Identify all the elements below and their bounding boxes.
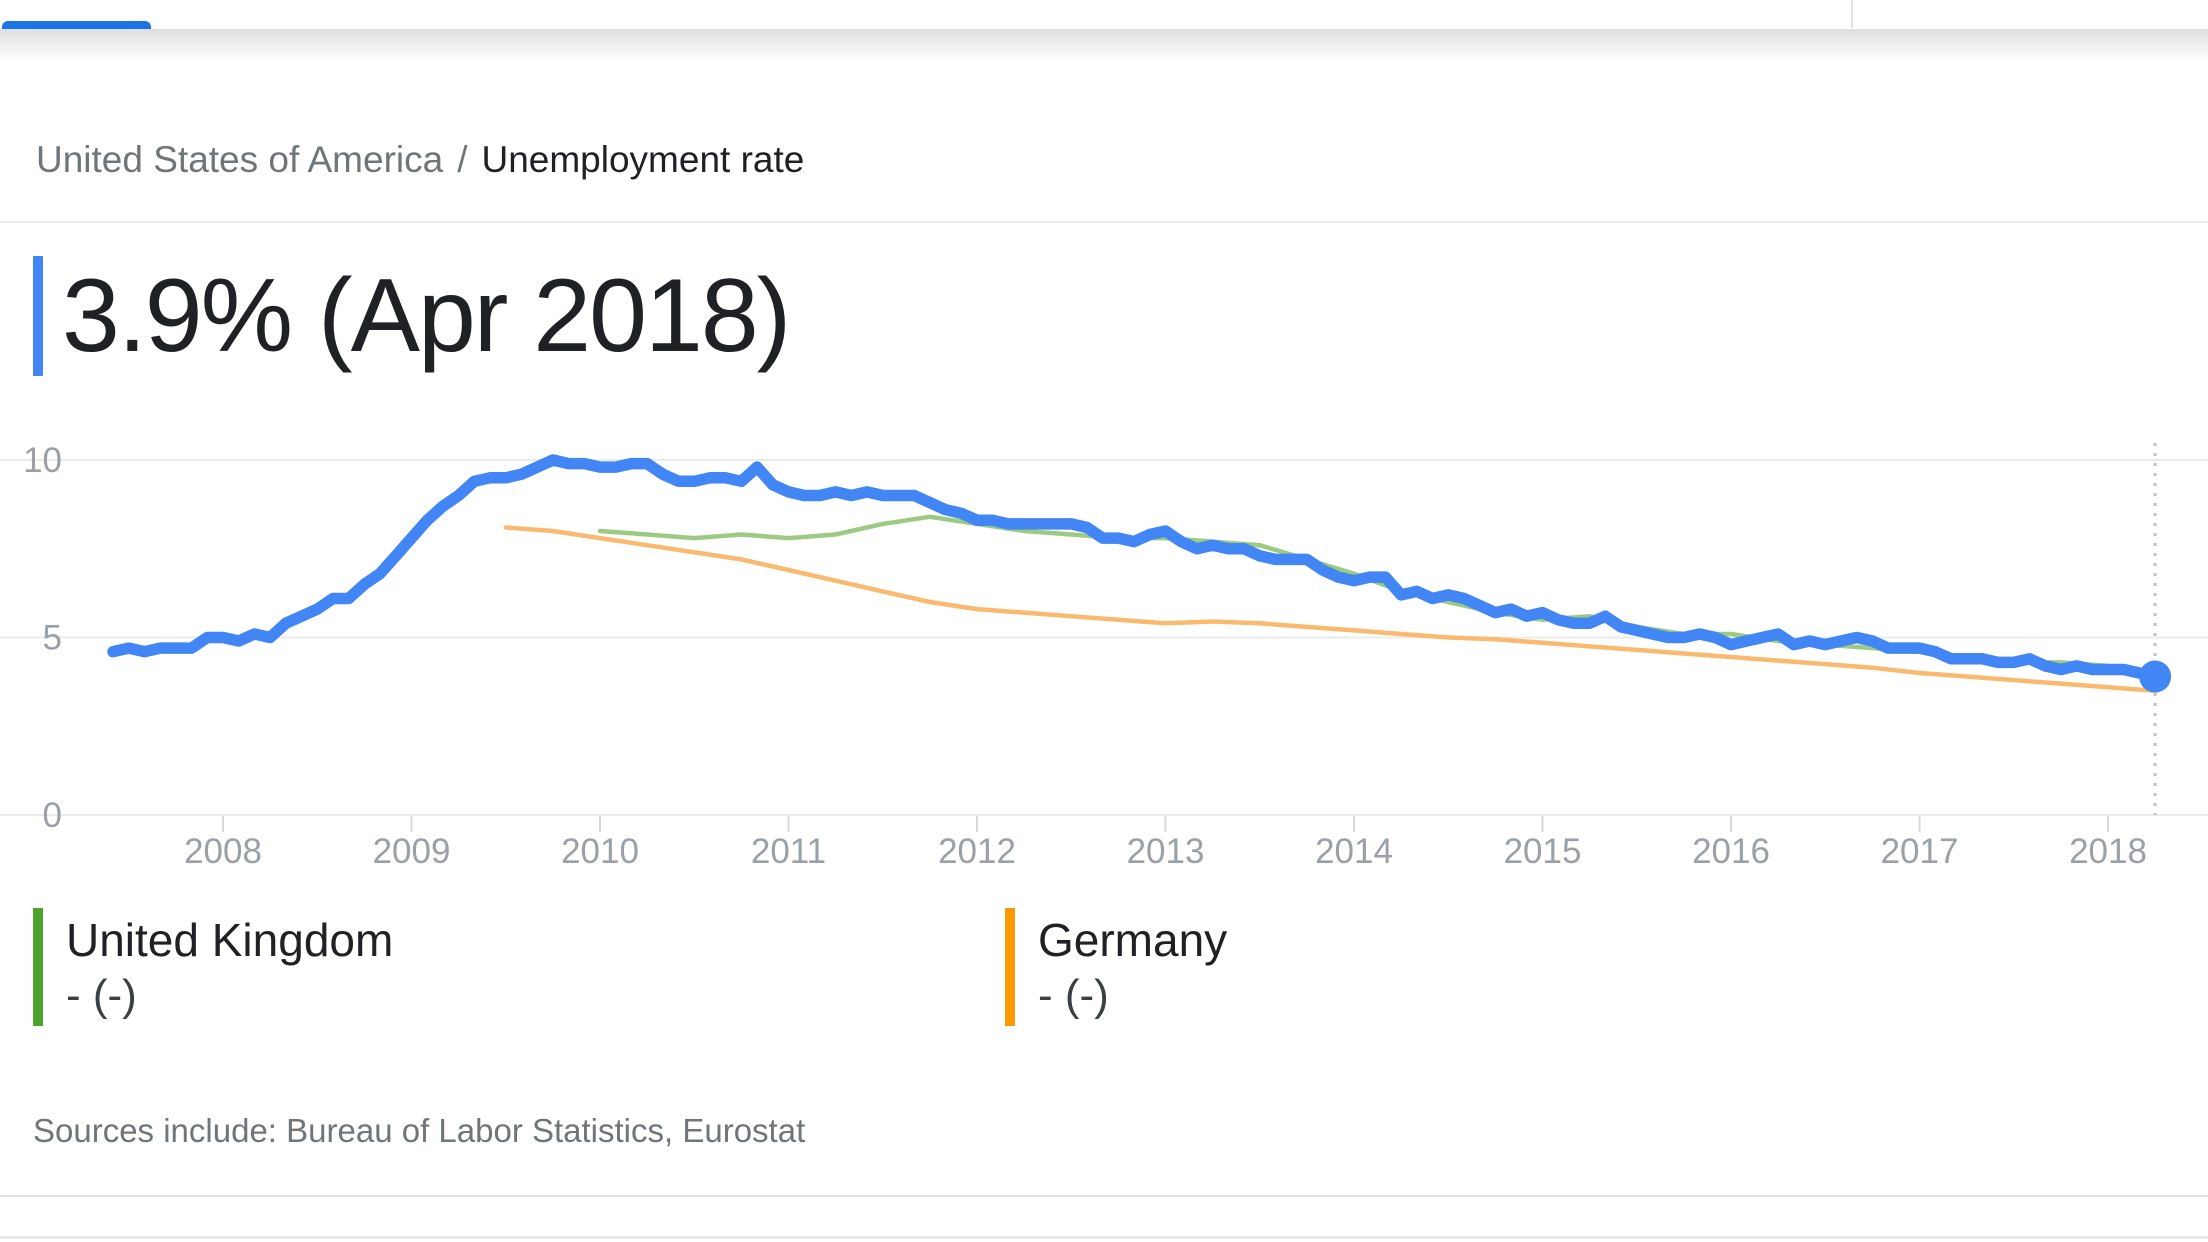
series-line-united-states	[107, 454, 2161, 683]
tab-divider	[1851, 0, 1853, 28]
y-axis-label: 10	[23, 441, 62, 480]
stat-value: 3.9% (Apr 2018)	[62, 258, 791, 374]
germany-swatch	[1005, 908, 1015, 1026]
series-line-united-kingdom	[597, 514, 2111, 669]
card-top-shadow	[0, 29, 2208, 61]
x-axis-label: 2010	[561, 832, 639, 871]
x-axis-label: 2015	[1504, 832, 1582, 871]
breadcrumb-separator: /	[457, 139, 468, 180]
current-stat: 3.9% (Apr 2018)	[33, 256, 791, 376]
series-line-germany	[503, 525, 2158, 694]
breadcrumb-current: Unemployment rate	[481, 139, 805, 180]
tab-bar	[0, 0, 2208, 29]
x-axis-label: 2016	[1692, 832, 1770, 871]
legend-item-germany: Germany - (-)	[1005, 908, 1227, 1026]
x-axis-label: 2013	[1127, 832, 1205, 871]
legend-label: United Kingdom	[66, 914, 394, 966]
y-axis-label: 0	[43, 796, 62, 835]
unemployment-card	[0, 29, 2208, 1197]
bottom-divider	[0, 1236, 2208, 1239]
breadcrumb: United States of America / Unemployment ra…	[36, 125, 804, 195]
breadcrumb-parent[interactable]: United States of America	[36, 139, 444, 180]
united-kingdom-swatch	[33, 908, 43, 1026]
legend-label: Germany	[1038, 914, 1228, 966]
x-axis-label: 2011	[751, 832, 826, 871]
header-divider	[0, 221, 2208, 223]
stat-accent-bar	[33, 256, 43, 376]
x-axis-label: 2012	[938, 832, 1016, 871]
x-axis-label: 2009	[373, 832, 451, 871]
unemployment-line-chart[interactable]: 2008 2009 2010 2011 2012 2013 2014 2015 2016 2017…	[0, 425, 2208, 890]
x-axis-label: 2014	[1315, 832, 1393, 871]
x-axis-label: 2008	[184, 832, 262, 871]
y-axis-label: 5	[43, 619, 62, 658]
legend-value: - (-)	[1038, 971, 1109, 1020]
active-tab-indicator[interactable]	[2, 21, 151, 29]
x-axis-label: 2017	[1881, 832, 1959, 871]
legend-item-united-kingdom: United Kingdom - (-)	[33, 908, 393, 1026]
legend-value: - (-)	[66, 971, 137, 1020]
x-axis-label: 2018	[2069, 832, 2147, 871]
current-value-dot	[2139, 660, 2172, 693]
sources-text: Sources include: Bureau of Labor Statist…	[33, 1112, 806, 1149]
